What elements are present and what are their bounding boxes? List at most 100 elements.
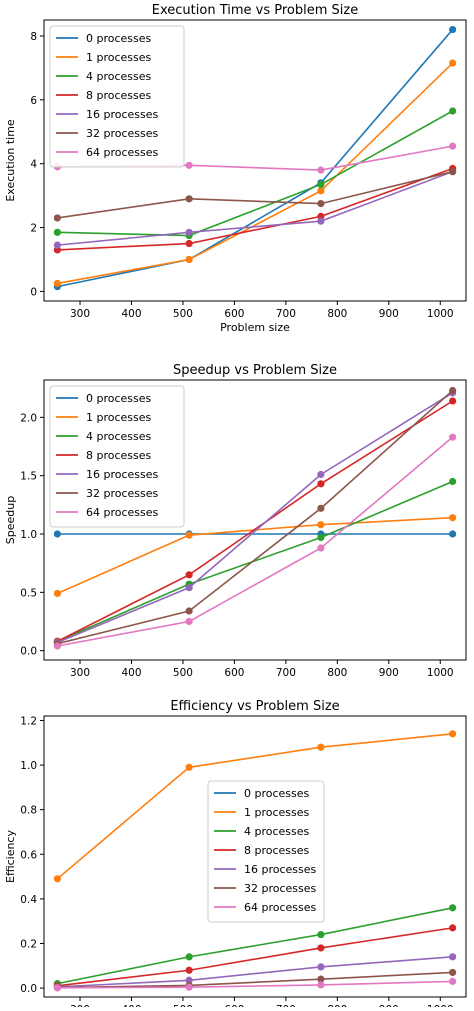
data-point: [449, 25, 457, 34]
legend-box: [207, 780, 325, 923]
x-tick-label: 300: [70, 308, 90, 320]
series-line-4: [57, 167, 453, 251]
legend-entry: 8 processes: [86, 449, 152, 462]
plot-area: [43, 19, 467, 302]
x-tick-label: 800: [327, 308, 347, 320]
data-point: [185, 584, 193, 592]
series-line-7: [57, 436, 454, 647]
data-point: [185, 239, 193, 248]
data-point: [317, 504, 325, 512]
data-point: [317, 187, 325, 195]
legend-entry: 8 processes: [244, 844, 310, 857]
data-point: [185, 607, 193, 615]
x-tick-label: 500: [173, 667, 193, 679]
series-line-5: [57, 956, 453, 988]
legend-entry: 8 processes: [86, 89, 152, 102]
data-point: [317, 166, 325, 174]
legend-entry: 64 processes: [244, 901, 317, 914]
x-tick-label: 500: [173, 308, 193, 320]
series-line-2: [56, 733, 453, 880]
data-point: [317, 470, 325, 479]
y-tick-label: 8: [30, 31, 37, 43]
y-tick-label: 1.5: [20, 471, 37, 483]
data-point: [449, 142, 457, 150]
x-tick-label: 1000: [427, 308, 454, 320]
series-line-6: [57, 389, 454, 645]
series-line-4: [57, 400, 454, 643]
y-axis-label: Speedup: [4, 496, 17, 544]
data-point: [449, 433, 457, 441]
x-tick-label: 400: [121, 667, 141, 679]
data-point: [449, 386, 457, 395]
series-line-7: [57, 980, 453, 989]
chart-panel-3: [40, 715, 467, 1001]
legend-entry: 16 processes: [244, 863, 317, 876]
data-point: [317, 930, 325, 939]
legend-entry: 64 processes: [86, 146, 159, 159]
data-point: [317, 180, 325, 189]
data-point: [317, 981, 325, 989]
data-point: [185, 983, 193, 991]
legend-entry: 0 processes: [244, 787, 310, 800]
legend-entry: 4 processes: [86, 430, 152, 443]
legend-entry: 16 processes: [86, 108, 159, 121]
legend-entry: 0 processes: [86, 392, 152, 405]
data-point: [53, 530, 61, 538]
data-point: [185, 571, 193, 579]
plot-area: [43, 379, 467, 661]
x-tick-label: 700: [276, 308, 296, 320]
y-tick-label: 0.5: [20, 587, 37, 599]
y-tick-label: 0.0: [20, 646, 37, 658]
data-point: [317, 975, 325, 983]
x-tick-label: 1000: [427, 667, 454, 679]
data-point: [185, 763, 193, 771]
data-point: [185, 966, 193, 974]
data-point: [317, 533, 325, 542]
data-point: [53, 589, 61, 598]
chart-title: Speedup vs Problem Size: [173, 363, 337, 378]
data-point: [53, 875, 61, 883]
legend-box: [49, 385, 185, 528]
data-point: [317, 944, 325, 952]
data-point: [53, 228, 61, 236]
x-tick-label: 900: [379, 308, 399, 320]
x-tick-label: 300: [70, 667, 90, 679]
data-point: [53, 214, 61, 222]
series-line-2: [57, 62, 454, 285]
x-tick-label: 800: [327, 667, 347, 679]
data-point: [53, 241, 61, 249]
y-tick-label: 4: [30, 159, 37, 171]
series-line-3: [57, 907, 453, 985]
chart-panel-2: [40, 379, 467, 664]
x-tick-label: 600: [224, 308, 244, 320]
y-tick-label: 1.0: [20, 529, 37, 541]
data-point: [449, 168, 457, 176]
data-point: [449, 968, 457, 977]
data-point: [449, 530, 457, 538]
legend-entry: 32 processes: [86, 127, 159, 140]
data-point: [449, 107, 457, 115]
x-tick-label: 700: [276, 667, 296, 679]
y-tick-label: 2.0: [20, 412, 37, 424]
legend-entry: 0 processes: [86, 32, 152, 45]
y-axis-label: Execution time: [4, 119, 17, 202]
series-line-6: [57, 971, 453, 989]
data-point: [317, 480, 325, 488]
series-line-5: [57, 170, 453, 246]
x-tick-label: 400: [121, 308, 141, 320]
chart-panel-1: [40, 19, 467, 305]
data-point: [185, 228, 193, 236]
y-tick-label: 0.6: [20, 849, 37, 861]
legend-box: [49, 25, 185, 168]
y-axis-label: Efficiency: [4, 830, 17, 883]
data-point: [185, 531, 193, 539]
data-point: [53, 279, 61, 288]
data-point: [449, 514, 457, 522]
y-tick-label: 0.0: [20, 983, 37, 995]
data-point: [449, 904, 457, 912]
y-tick-label: 0.8: [20, 805, 37, 817]
series-line-1: [57, 29, 454, 288]
y-tick-label: 1.2: [20, 715, 37, 727]
chart-title: Execution Time vs Problem Size: [152, 3, 358, 18]
